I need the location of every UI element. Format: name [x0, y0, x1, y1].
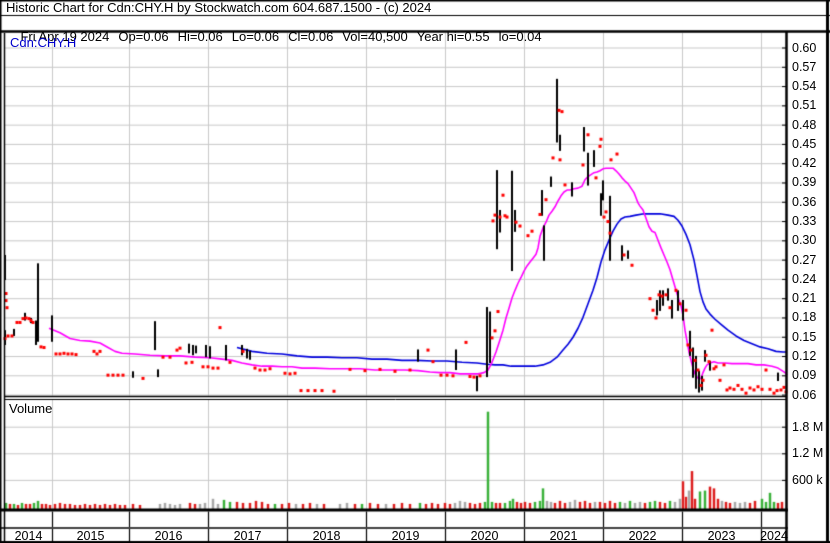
quote-summary-line: Fri Apr 19 2024 Op=0.06 Hi=0.06 Lo=0.06 Cl=0…	[6, 16, 551, 58]
quote-year-low: lo=0.04	[498, 29, 542, 44]
price-axis-label: 0.57	[792, 59, 817, 74]
price-axis-label: 0.39	[792, 175, 817, 190]
price-axis-label: 0.12	[792, 349, 817, 364]
year-axis-label: 2020	[470, 528, 499, 543]
price-axis-label: 0.33	[792, 214, 817, 229]
instrument-label: Cdn:CHY.H	[10, 35, 77, 50]
year-axis-label: 2021	[549, 528, 578, 543]
year-axis-label: 2014	[14, 528, 43, 543]
price-axis-label: 0.51	[792, 98, 817, 113]
price-axis-label: 0.21	[792, 291, 817, 306]
price-axis-label: 0.45	[792, 136, 817, 151]
quote-close: Cl=0.06	[288, 29, 334, 44]
year-axis-label: 2019	[391, 528, 420, 543]
price-axis-label: 0.42	[792, 156, 817, 171]
year-axis-label: 2023	[707, 528, 736, 543]
price-axis-label: 0.36	[792, 194, 817, 209]
price-axis-label: 0.48	[792, 117, 817, 132]
quote-high: Hi=0.06	[177, 29, 223, 44]
year-axis-label: 2016	[154, 528, 183, 543]
price-axis-label: 0.27	[792, 252, 817, 267]
price-axis-label: 0.24	[792, 271, 817, 286]
quote-open: Op=0.06	[118, 29, 169, 44]
volume-panel-label: Volume	[9, 401, 53, 416]
quote-low: Lo=0.06	[231, 29, 280, 44]
price-axis-label: 0.18	[792, 310, 817, 325]
year-axis-label: 2015	[76, 528, 105, 543]
price-axis-label: 0.09	[792, 368, 817, 383]
year-axis-label: 2024	[760, 528, 788, 543]
volume-axis-label: 600 k	[792, 472, 823, 487]
volume-axis-label: 1.8 M	[792, 419, 824, 434]
chart-title: Historic Chart for Cdn:CHY.H by Stockwat…	[6, 0, 432, 15]
year-axis-label: 2018	[312, 528, 341, 543]
year-axis-label: 2022	[628, 528, 657, 543]
quote-volume: Vol=40,500	[342, 29, 408, 44]
quote-date: Fri Apr 19 2024	[20, 29, 110, 44]
year-axis-label: 2017	[233, 528, 262, 543]
price-axis-label: 0.15	[792, 329, 817, 344]
price-axis-label: 0.60	[792, 40, 817, 55]
quote-year-high: Year hi=0.55	[416, 29, 490, 44]
volume-axis-label: 1.2 M	[792, 446, 824, 461]
price-axis-label: 0.54	[792, 79, 817, 94]
price-axis-label: 0.06	[792, 387, 817, 402]
price-axis-label: 0.30	[792, 233, 817, 248]
